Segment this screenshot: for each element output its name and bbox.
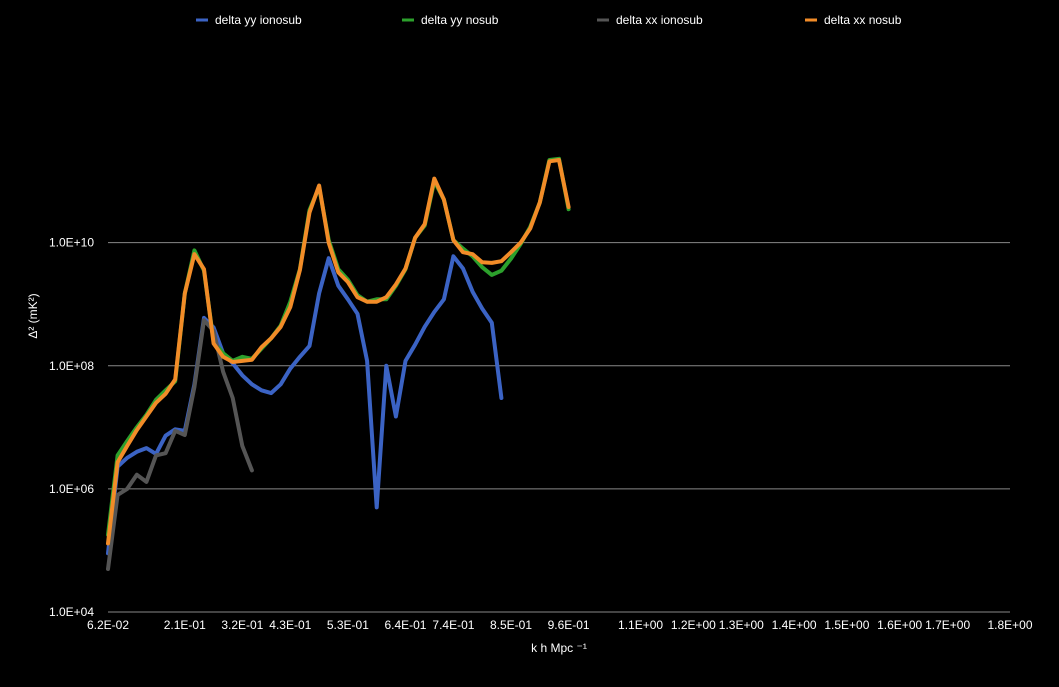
x-tick-label: 1.5E+00 <box>824 618 869 632</box>
y-tick-label: 1.0E+08 <box>49 359 94 373</box>
y-tick-label: 1.0E+10 <box>49 236 94 250</box>
series-lines <box>106 156 571 571</box>
legend-label-delta-yy-ionosub: delta yy ionosub <box>215 13 302 27</box>
y-tick-label: 1.0E+06 <box>49 482 94 496</box>
x-tick-label: 6.2E-02 <box>87 618 129 632</box>
x-axis-label: k h Mpc ⁻¹ <box>531 641 587 655</box>
legend-label-delta-yy-nosub: delta yy nosub <box>421 13 499 27</box>
x-tick-label: 8.5E-01 <box>490 618 532 632</box>
x-tick-label: 1.3E+00 <box>719 618 764 632</box>
x-tick-label: 1.6E+00 <box>877 618 922 632</box>
gridlines <box>108 242 1010 613</box>
x-tick-label: 2.1E-01 <box>164 618 206 632</box>
y-axis-label: Δ² (mK²) <box>26 293 40 338</box>
x-tick-label: 5.3E-01 <box>327 618 369 632</box>
x-tick-label: 7.4E-01 <box>432 618 474 632</box>
series-line-delta-yy-ionosub <box>106 254 504 556</box>
x-tick-label: 1.2E+00 <box>671 618 716 632</box>
x-tick-label: 6.4E-01 <box>384 618 426 632</box>
y-tick-label: 1.0E+04 <box>49 605 94 619</box>
x-tick-label: 4.3E-01 <box>269 618 311 632</box>
x-tick-label: 1.1E+00 <box>618 618 663 632</box>
legend-label-delta-xx-ionosub: delta xx ionosub <box>616 13 703 27</box>
x-tick-label: 1.4E+00 <box>772 618 817 632</box>
y-axis: 1.0E+04 1.0E+06 1.0E+08 1.0E+10 <box>49 236 94 619</box>
legend: delta yy ionosub delta yy nosub delta xx i… <box>196 13 902 27</box>
series-line-delta-xx-nosub <box>106 158 571 546</box>
x-tick-label: 1.8E+00 <box>987 618 1032 632</box>
x-tick-label: 1.7E+00 <box>925 618 970 632</box>
legend-label-delta-xx-nosub: delta xx nosub <box>824 13 902 27</box>
x-axis: 6.2E-02 2.1E-01 3.2E-01 4.3E-01 5.3E-01 6.4E-… <box>87 618 1033 632</box>
series-line-delta-xx-ionosub <box>106 318 254 571</box>
x-tick-label: 3.2E-01 <box>221 618 263 632</box>
x-tick-label: 9.6E-01 <box>548 618 590 632</box>
